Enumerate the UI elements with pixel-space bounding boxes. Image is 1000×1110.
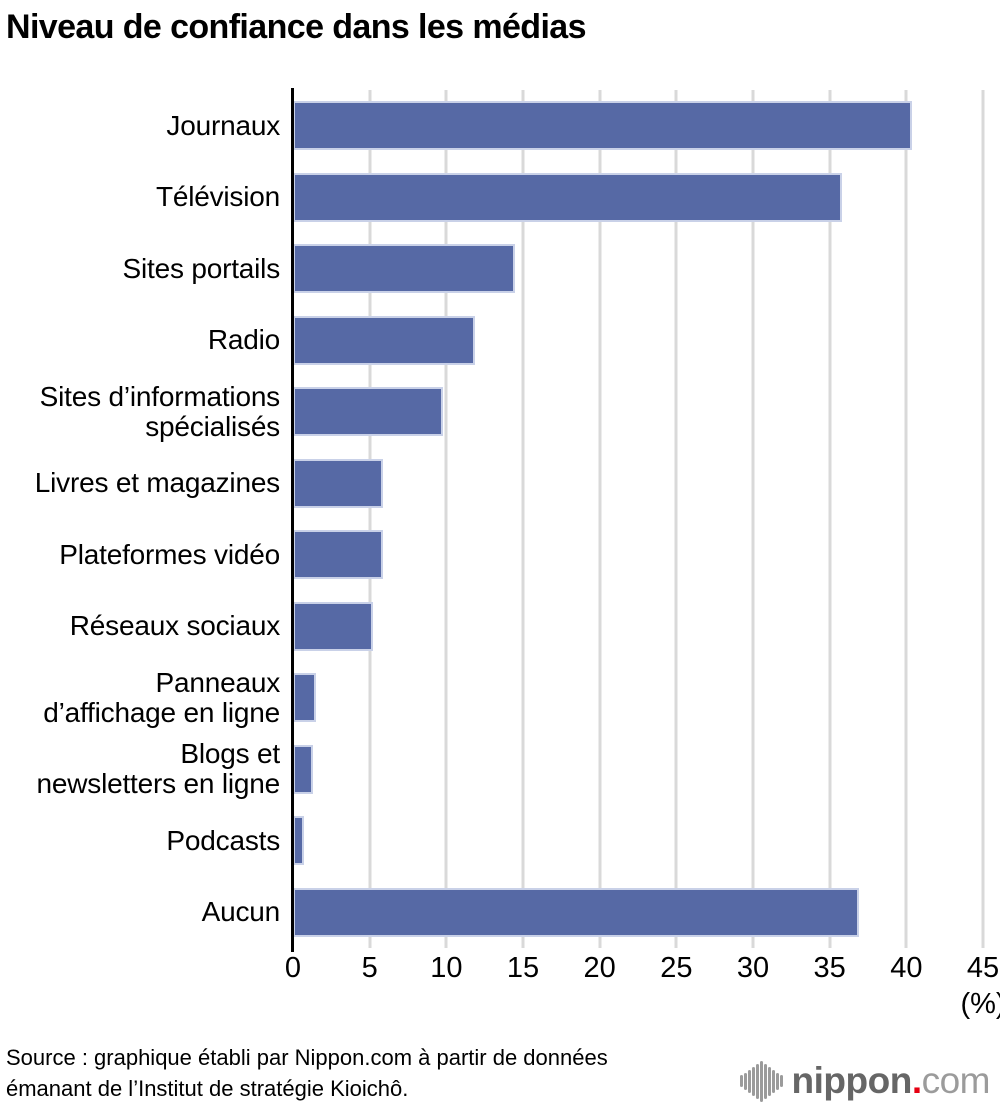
x-tick-label: 0 — [284, 952, 302, 984]
bar-5 — [293, 458, 384, 508]
x-tick-label: 45 — [966, 952, 1000, 984]
category-label: Livres et magazines — [34, 467, 280, 499]
plot-area — [293, 90, 985, 948]
nippon-soundwave-icon — [739, 1060, 783, 1102]
category-label: Journaux — [166, 109, 280, 141]
x-axis-ticks: 0 5 10 15 20 25 30 35 40 45 — [285, 952, 999, 988]
bar-row — [293, 162, 983, 234]
bar-4 — [293, 387, 444, 437]
bar-7 — [293, 601, 373, 651]
gridline — [981, 90, 985, 948]
nippon-logo-tld: com — [921, 1060, 991, 1101]
chart-title: Niveau de confiance dans les médias — [6, 8, 587, 46]
x-tick-label: 15 — [506, 952, 540, 984]
bar-row — [293, 233, 983, 305]
bar-11 — [293, 887, 859, 937]
bar-6 — [293, 530, 384, 580]
bar-row — [293, 305, 983, 377]
category-label: Blogs et newsletters en ligne — [36, 738, 281, 800]
gridline — [751, 90, 755, 948]
source-note: Source : graphique établi par Nippon.com… — [6, 1042, 608, 1104]
x-axis-unit-label: (%) — [960, 988, 1000, 1020]
nippon-logo-text: nippon . com — [791, 1060, 991, 1102]
bar-row — [293, 877, 983, 949]
gridline — [904, 90, 908, 948]
y-axis-line — [291, 88, 294, 952]
bar-0 — [293, 101, 913, 151]
bar-1 — [293, 172, 842, 222]
category-labels: Journaux Télévision Sites portails Radio Sit… — [0, 90, 280, 948]
category-label: Radio — [207, 324, 280, 356]
bar-row — [293, 376, 983, 448]
bar-9 — [293, 744, 313, 794]
x-tick-label: 25 — [660, 952, 693, 984]
category-label: Sites d’informations spécialisés — [39, 380, 281, 442]
gridline — [674, 90, 678, 948]
bar-row — [293, 519, 983, 591]
bar-2 — [293, 244, 516, 294]
x-tick-label: 10 — [430, 952, 463, 984]
category-label: Réseaux sociaux — [69, 610, 280, 642]
gridline — [598, 90, 602, 948]
x-tick-label: 40 — [890, 952, 923, 984]
bar-10 — [293, 816, 304, 866]
bar-row — [293, 591, 983, 663]
x-tick-label: 30 — [736, 952, 770, 984]
gridline — [521, 90, 525, 948]
x-tick-label: 35 — [813, 952, 846, 984]
source-line-2: émanant de l’Institut de stratégie Kioic… — [6, 1076, 409, 1101]
gridline — [444, 90, 448, 948]
category-label: Aucun — [201, 896, 281, 928]
category-label: Télévision — [155, 181, 280, 213]
gridline — [828, 90, 832, 948]
x-tick-label: 20 — [583, 952, 616, 984]
bars — [293, 90, 983, 948]
nippon-logo: nippon . com — [739, 1058, 991, 1104]
nippon-logo-brand: nippon — [791, 1060, 913, 1101]
x-tick-label: 5 — [361, 952, 378, 984]
bar-row — [293, 662, 983, 734]
bar-8 — [293, 673, 316, 723]
category-label: Panneaux d’affichage en ligne — [43, 666, 280, 728]
category-label: Plateformes vidéo — [59, 538, 280, 570]
bar-row — [293, 448, 983, 520]
gridline — [368, 90, 372, 948]
bar-3 — [293, 315, 476, 365]
nippon-logo-dot: . — [911, 1060, 922, 1101]
bar-row — [293, 734, 983, 806]
bar-row — [293, 805, 983, 877]
category-label: Podcasts — [166, 824, 280, 856]
source-line-1: Source : graphique établi par Nippon.com… — [6, 1045, 608, 1070]
category-label: Sites portails — [122, 252, 281, 284]
bar-row — [293, 90, 983, 162]
